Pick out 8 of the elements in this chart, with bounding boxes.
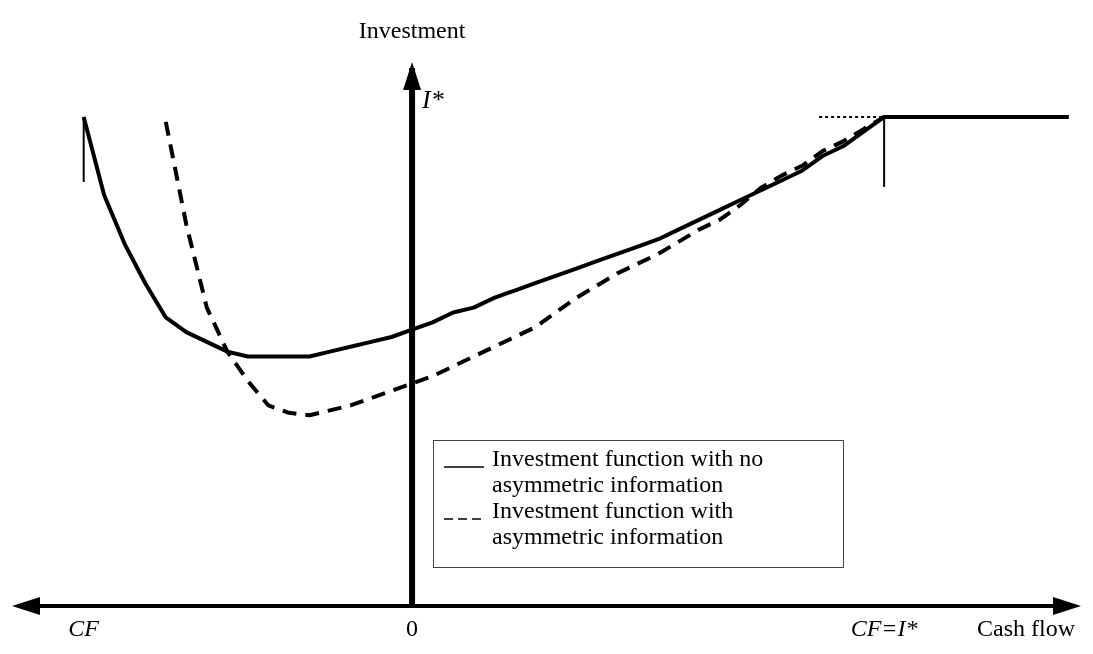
x-tick-label: 0	[406, 615, 419, 641]
x-tick-label: CF	[68, 615, 100, 641]
x-tick-label: CF=I*	[850, 615, 918, 641]
text: I*	[421, 85, 444, 114]
x-axis-title: Cash flow	[977, 615, 1076, 641]
legend-label: Investment function with asymmetric information	[492, 497, 735, 549]
legend-label: Investment function with no asymmetric information	[492, 445, 765, 497]
y-axis-title: Investment	[358, 17, 466, 43]
